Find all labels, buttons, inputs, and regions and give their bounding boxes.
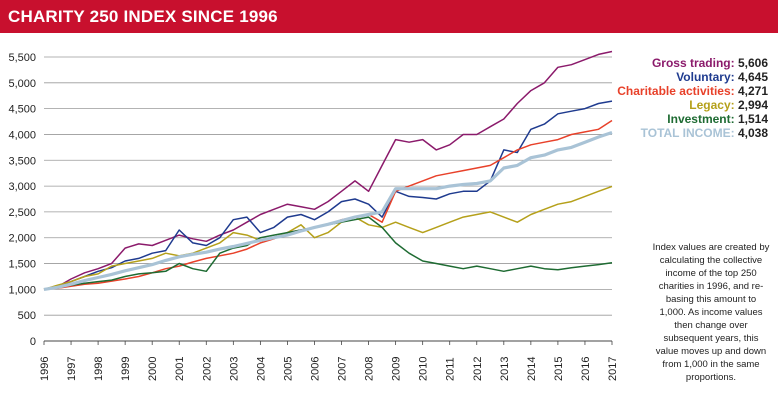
legend-label: Investment:: [667, 112, 738, 126]
y-tick-label: 1,000: [8, 284, 36, 296]
line-chart: 0 500 1,000 1,500 2,000 2,500 3,000 3,500 4,000 4…: [8, 50, 619, 381]
legend-value: 4,038: [737, 126, 768, 140]
y-tick-label: 5,500: [8, 52, 36, 64]
y-tick-label: 4,000: [8, 129, 36, 141]
x-tick-label: 2013: [499, 357, 511, 381]
y-tick-label: 3,000: [8, 181, 36, 193]
legend-item-investment: Investment: 1,514: [617, 112, 768, 126]
y-tick-label: 1,500: [8, 259, 36, 271]
legend-label: Voluntary:: [676, 70, 738, 84]
x-tick-label: 2011: [445, 357, 457, 381]
legend-label: TOTAL INCOME:: [640, 126, 738, 140]
legend: Gross trading: 5,606 Voluntary: 4,645 Char…: [617, 56, 768, 140]
legend-item-charitable-activities: Charitable activities: 4,271: [617, 84, 768, 98]
legend-label: Charitable activities:: [617, 84, 738, 98]
y-tick-label: 4,500: [8, 104, 36, 116]
x-tick-label: 2014: [526, 357, 538, 381]
x-tick-label: 2000: [147, 357, 159, 381]
legend-item-legacy: Legacy: 2,994: [617, 98, 768, 112]
x-tick-label: 1999: [120, 357, 132, 381]
x-tick-label: 2015: [553, 357, 565, 381]
x-tick-label: 2009: [391, 357, 403, 381]
x-tick-label: 1998: [93, 357, 105, 381]
x-tick-label: 2012: [472, 357, 484, 381]
series-line-legacy: [43, 185, 613, 291]
legend-value: 5,606: [737, 56, 768, 70]
chart-header: CHARITY 250 INDEX SINCE 1996: [0, 0, 778, 33]
x-tick-label: 2002: [201, 357, 213, 381]
x-tick-label: 2003: [228, 357, 240, 381]
legend-item-total-income: TOTAL INCOME: 4,038: [617, 126, 768, 140]
y-tick-label: 0: [30, 336, 36, 348]
series-line-total-income: [43, 130, 613, 291]
series-line-voluntary: [43, 100, 613, 291]
y-tick-label: 500: [18, 310, 36, 322]
x-tick-label: 2006: [309, 357, 321, 381]
x-tick-label: 1996: [39, 357, 51, 381]
legend-label: Legacy:: [689, 98, 738, 112]
series-line-gross-trading: [43, 50, 613, 291]
chart-title: CHARITY 250 INDEX SINCE 1996: [8, 7, 278, 26]
y-axis: 0 500 1,000 1,500 2,000 2,500 3,000 3,500 4,000 4…: [8, 52, 36, 348]
y-tick-label: 2,000: [8, 233, 36, 245]
legend-value: 4,645: [737, 70, 768, 84]
series-lines: [43, 50, 613, 291]
x-tick-label: 2008: [364, 357, 376, 381]
y-tick-label: 3,500: [8, 155, 36, 167]
x-tick-label: 2016: [580, 357, 592, 381]
legend-label: Gross trading:: [651, 56, 738, 70]
x-tick-label: 2001: [174, 357, 186, 381]
x-tick-label: 1997: [66, 357, 78, 381]
legend-value: 2,994: [737, 98, 768, 112]
y-tick-label: 5,000: [8, 78, 36, 90]
x-tick-label: 2007: [337, 357, 349, 381]
grid-lines: [44, 56, 612, 342]
x-axis: 1996 1997 1998 1999 2000 2001 2002 2003 2004 2005…: [39, 341, 619, 381]
x-tick-label: 2004: [255, 357, 267, 381]
legend-item-voluntary: Voluntary: 4,645: [617, 70, 768, 84]
legend-value: 4,271: [737, 84, 768, 98]
methodology-note: Index values are created by calculating …: [652, 242, 770, 383]
x-tick-label: 2005: [282, 357, 294, 381]
series-line-charitable-activities: [43, 119, 613, 291]
y-tick-label: 2,500: [8, 207, 36, 219]
x-tick-label: 2017: [607, 357, 619, 381]
legend-item-gross-trading: Gross trading: 5,606: [617, 56, 768, 70]
x-tick-label: 2010: [418, 357, 430, 381]
legend-value: 1,514: [737, 112, 768, 126]
